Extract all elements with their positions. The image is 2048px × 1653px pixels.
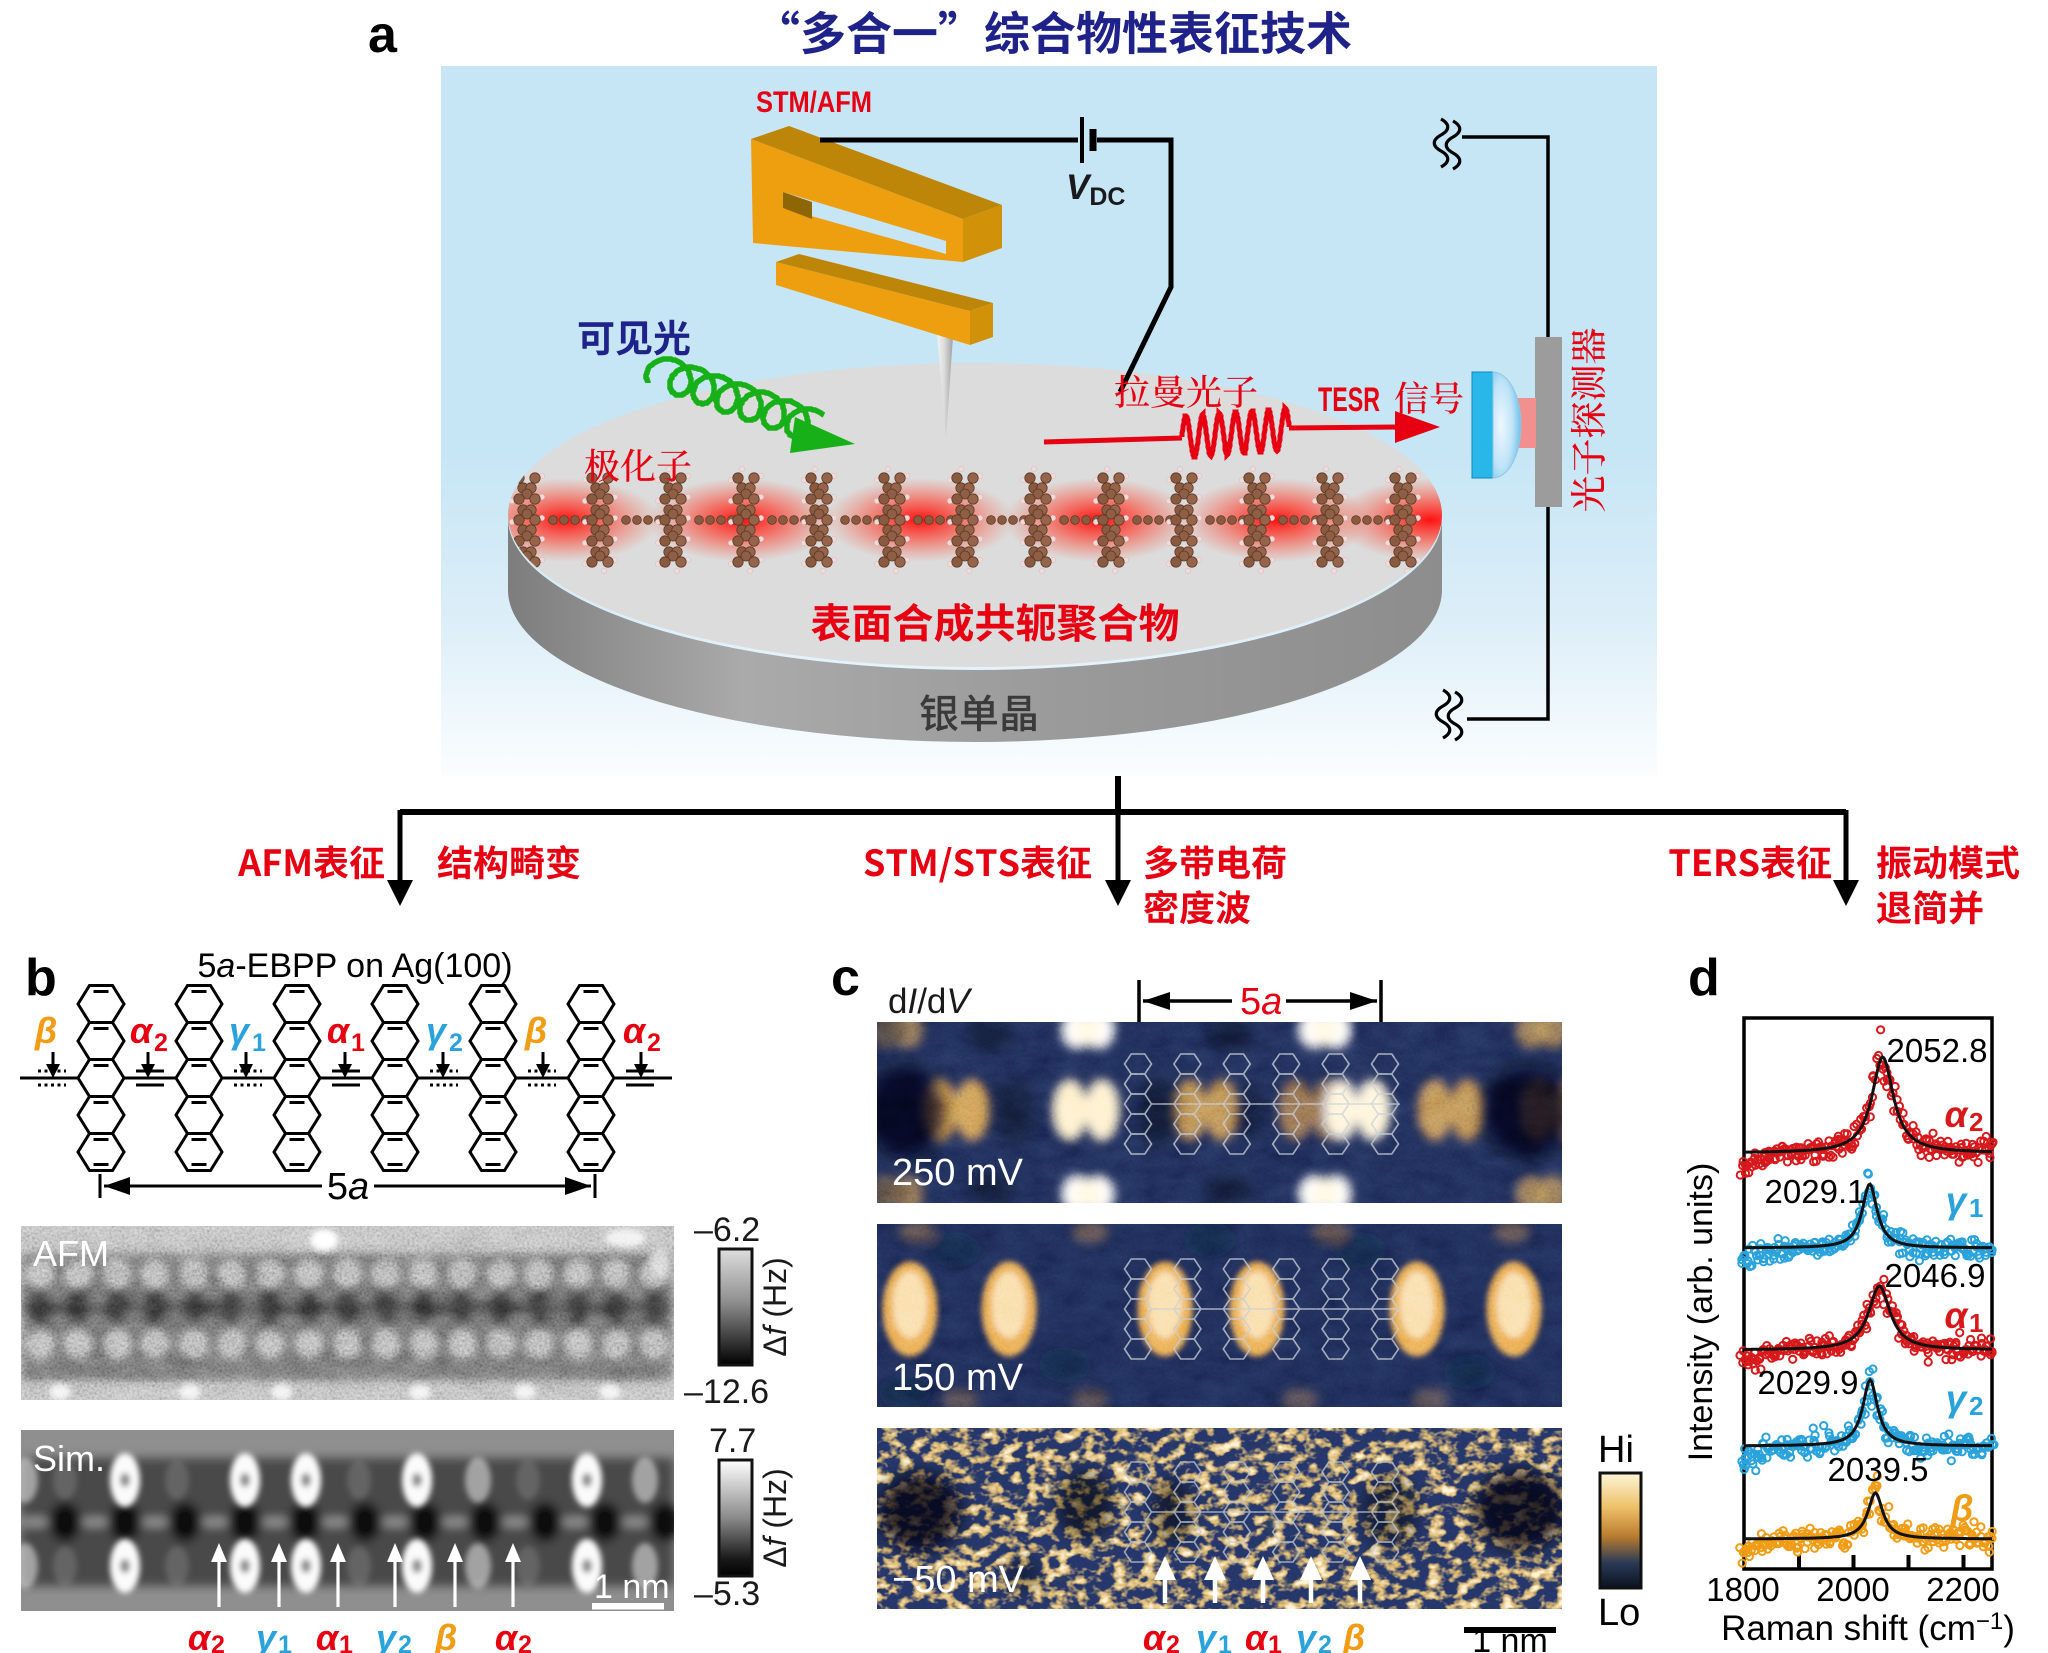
svg-text:d: d (1688, 949, 1720, 1007)
svg-text:5a: 5a (327, 1166, 369, 1208)
svg-text:1: 1 (252, 1029, 266, 1057)
svg-text:α: α (623, 1010, 647, 1051)
svg-text:2046.9: 2046.9 (1885, 1257, 1986, 1294)
svg-text:5a: 5a (1240, 981, 1282, 1023)
svg-text:2: 2 (1969, 1391, 1983, 1421)
svg-text:2: 2 (518, 1631, 532, 1653)
svg-text:–5.3: –5.3 (694, 1575, 760, 1613)
svg-text:α: α (1143, 1617, 1167, 1653)
svg-text:2029.9: 2029.9 (1758, 1364, 1859, 1401)
svg-text:150 mV: 150 mV (892, 1357, 1024, 1399)
svg-text:Hi: Hi (1598, 1429, 1634, 1471)
svg-text:γ: γ (426, 1010, 448, 1051)
svg-text:5a-EBPP on Ag(100): 5a-EBPP on Ag(100) (197, 947, 512, 985)
svg-text:β: β (34, 1010, 57, 1051)
svg-text:Lo: Lo (1598, 1592, 1640, 1634)
svg-text:β: β (1950, 1488, 1974, 1529)
svg-text:2029.1: 2029.1 (1765, 1173, 1866, 1210)
svg-text:γ: γ (1946, 1378, 1969, 1419)
svg-text:α: α (327, 1010, 351, 1051)
svg-text:2: 2 (647, 1029, 661, 1057)
svg-text:α: α (316, 1617, 340, 1653)
svg-text:1 nm: 1 nm (594, 1568, 670, 1606)
svg-text:β: β (1342, 1617, 1365, 1653)
svg-text:α: α (188, 1617, 212, 1653)
svg-text:2: 2 (1969, 1107, 1983, 1137)
svg-text:1 nm: 1 nm (1472, 1622, 1548, 1653)
svg-text:α: α (495, 1617, 519, 1653)
svg-text:2: 2 (398, 1631, 412, 1653)
svg-text:β: β (524, 1010, 547, 1051)
svg-text:2: 2 (211, 1631, 225, 1653)
svg-text:Intensity (arb. units): Intensity (arb. units) (1682, 1163, 1720, 1462)
svg-text:1: 1 (278, 1631, 292, 1653)
svg-text:γ: γ (1296, 1617, 1318, 1653)
svg-text:–12.6: –12.6 (684, 1373, 769, 1411)
svg-text:−50 mV: −50 mV (892, 1559, 1025, 1601)
svg-text:1800: 1800 (1706, 1571, 1779, 1608)
svg-text:α: α (1945, 1295, 1970, 1336)
svg-text:2: 2 (154, 1029, 168, 1057)
svg-text:dI/dV: dI/dV (888, 982, 973, 1021)
svg-text:STM/AFM: STM/AFM (756, 86, 872, 119)
svg-text:1: 1 (1218, 1631, 1232, 1653)
svg-text:c: c (831, 949, 860, 1007)
svg-text:7.7: 7.7 (709, 1422, 756, 1460)
svg-text:a: a (368, 6, 398, 64)
svg-text:γ: γ (256, 1617, 278, 1653)
svg-text:2: 2 (1166, 1631, 1180, 1653)
svg-text:2: 2 (449, 1029, 463, 1057)
svg-text:b: b (25, 949, 57, 1007)
svg-text:β: β (434, 1617, 457, 1653)
svg-text:2200: 2200 (1926, 1571, 1999, 1608)
svg-text:α: α (1245, 1617, 1269, 1653)
svg-text:1: 1 (1969, 1193, 1983, 1223)
svg-text:250 mV: 250 mV (892, 1152, 1024, 1194)
svg-text:2000: 2000 (1816, 1571, 1889, 1608)
svg-text:α: α (1945, 1094, 1970, 1135)
svg-text:α: α (130, 1010, 154, 1051)
svg-text:Raman shift (cm−1): Raman shift (cm−1) (1721, 1608, 2015, 1648)
svg-text:Δf (Hz): Δf (Hz) (757, 1468, 793, 1568)
svg-text:2052.8: 2052.8 (1887, 1032, 1988, 1069)
svg-text:Sim.: Sim. (33, 1438, 105, 1479)
svg-text:1: 1 (1969, 1308, 1983, 1338)
svg-text:γ: γ (1946, 1180, 1969, 1221)
svg-text:1: 1 (339, 1631, 353, 1653)
svg-text:2039.5: 2039.5 (1828, 1451, 1929, 1488)
svg-text:γ: γ (376, 1617, 398, 1653)
svg-text:Δf (Hz): Δf (Hz) (757, 1257, 793, 1357)
svg-text:AFM: AFM (33, 1233, 109, 1274)
svg-text:γ: γ (229, 1010, 251, 1051)
svg-text:1: 1 (351, 1029, 365, 1057)
svg-text:–6.2: –6.2 (694, 1211, 760, 1249)
svg-text:TESR: TESR (1318, 381, 1380, 419)
svg-text:2: 2 (1318, 1631, 1332, 1653)
svg-text:γ: γ (1196, 1617, 1218, 1653)
svg-text:1: 1 (1268, 1631, 1282, 1653)
